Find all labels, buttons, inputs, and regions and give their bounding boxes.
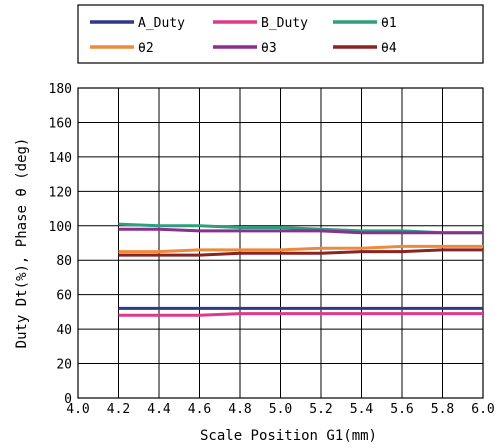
y-tick-label: 80 xyxy=(56,254,72,269)
x-tick-label: 4.2 xyxy=(107,402,130,417)
x-tick-label: 4.0 xyxy=(66,402,89,417)
y-tick-label: 120 xyxy=(49,185,72,200)
legend: A_Duty B_Duty θ1 θ2 θ3 θ4 xyxy=(77,4,484,64)
tick-labels: 4.0 4.2 4.4 4.6 4.8 5.0 5.2 5.4 5.6 5.8 6.0 0 20 40 60… xyxy=(49,82,495,417)
y-tick-label: 100 xyxy=(49,220,72,235)
x-tick-label: 4.4 xyxy=(147,402,171,417)
legend-box xyxy=(77,4,484,64)
grid xyxy=(77,87,484,399)
y-tick-label: 160 xyxy=(49,116,72,131)
legend-label: θ2 xyxy=(138,41,154,56)
y-tick-label: 20 xyxy=(56,358,72,373)
y-axis-label: Duty Dt(%), Phase θ (deg) xyxy=(14,138,30,349)
series-line-1 xyxy=(118,312,483,317)
y-tick-label: 180 xyxy=(49,82,72,97)
plot-frame xyxy=(77,87,484,399)
series-line-5 xyxy=(118,248,483,257)
legend-label: A_Duty xyxy=(138,16,185,31)
x-tick-label: 5.2 xyxy=(309,402,332,417)
x-tick-label: 5.4 xyxy=(350,402,374,417)
legend-label: θ3 xyxy=(261,41,277,56)
x-tick-label: 5.0 xyxy=(269,402,292,417)
series-lines xyxy=(118,222,483,317)
y-tick-label: 40 xyxy=(56,323,72,338)
x-axis-label: Scale Position G1(mm) xyxy=(200,428,377,444)
legend-label: θ4 xyxy=(381,41,397,56)
x-tick-label: 6.0 xyxy=(471,402,494,417)
series-line-3 xyxy=(118,244,483,254)
x-tick-label: 4.8 xyxy=(228,402,251,417)
y-tick-label: 140 xyxy=(49,151,72,166)
x-tick-label: 4.6 xyxy=(188,402,211,417)
series-line-4 xyxy=(118,227,483,235)
x-tick-label: 5.8 xyxy=(431,402,454,417)
legend-label: θ1 xyxy=(381,16,397,31)
y-tick-label: 0 xyxy=(64,392,72,407)
y-tick-label: 60 xyxy=(56,289,72,304)
legend-label: B_Duty xyxy=(261,16,308,31)
x-tick-label: 5.6 xyxy=(390,402,413,417)
